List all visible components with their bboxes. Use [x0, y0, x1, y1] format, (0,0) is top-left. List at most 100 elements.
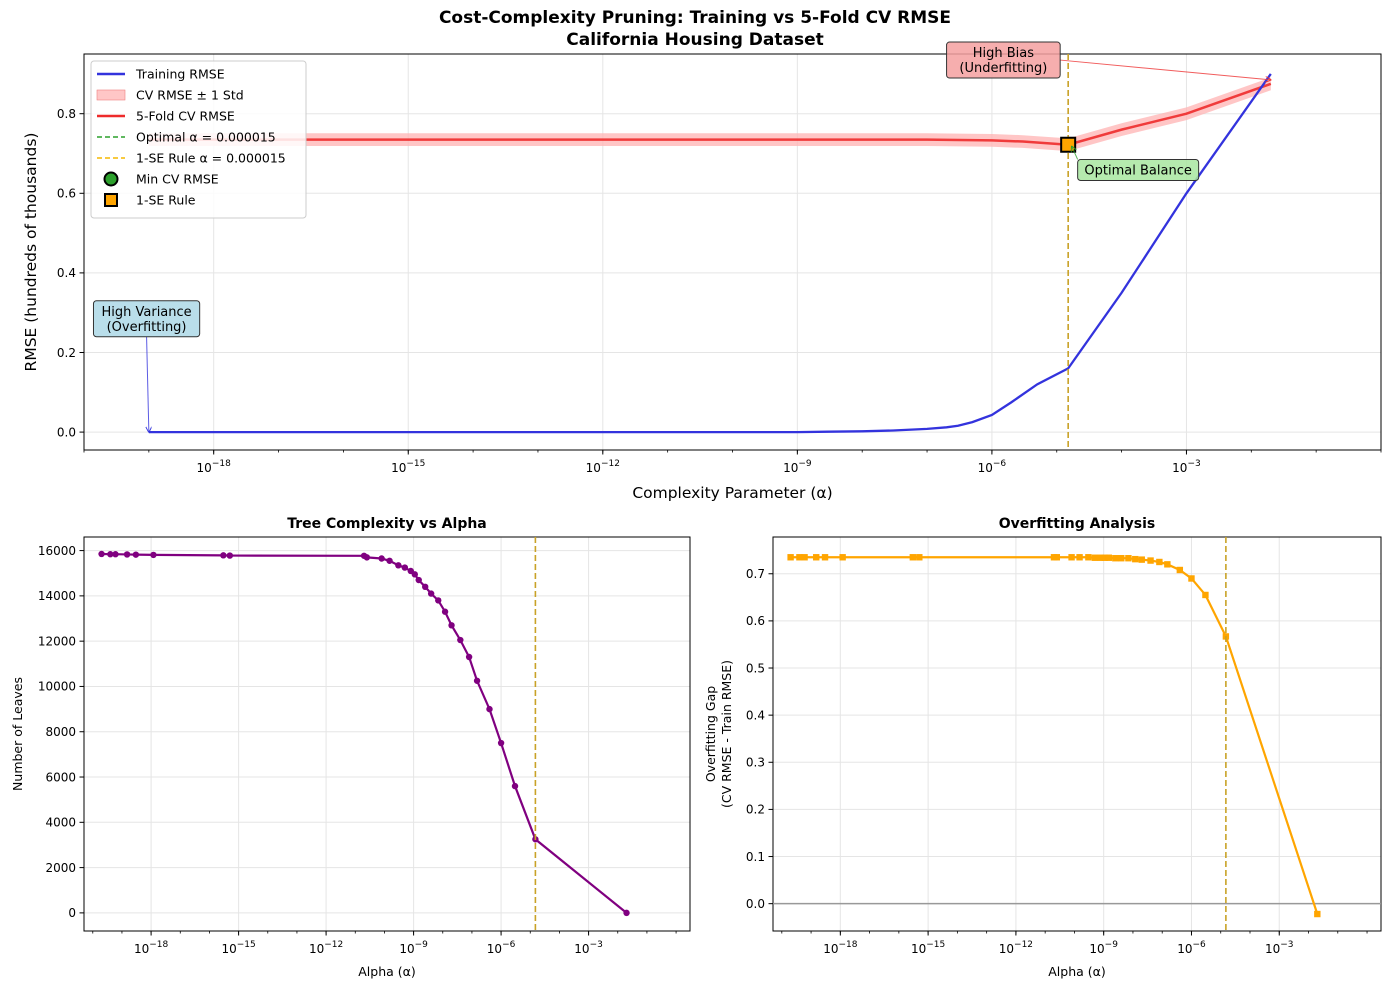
leaves-point — [363, 554, 371, 561]
gap-point — [1164, 561, 1171, 568]
leaves-point — [441, 608, 449, 615]
gap-point — [1132, 555, 1139, 563]
gap-point — [1053, 554, 1061, 561]
gap-point — [839, 554, 846, 561]
annotation-arrow — [1072, 146, 1079, 160]
legend-swatch-band — [96, 89, 126, 101]
x-tick-label: 10−15 — [391, 459, 425, 475]
y-axis-label: Overfitting Gap — [703, 686, 718, 782]
legend-swatch-circle — [103, 171, 119, 187]
chart-suptitle-line1: Cost-Complexity Pruning: Training vs 5-F… — [438, 8, 952, 28]
gap-point — [1097, 554, 1105, 561]
panel-tree-complexity: 10−18 10−15 10−12 10−9 10−6 10−3 0 2000 4000 6000… — [10, 516, 691, 979]
y-axis-label: Number of Leaves — [10, 677, 25, 791]
y-tick-label: 0.0 — [746, 897, 765, 911]
panel-overfitting-analysis: 10−18 10−15 10−12 10−9 10−6 10−3 0.0 0.1 0.2 0.3 0… — [703, 516, 1382, 979]
annotation-box — [1077, 158, 1200, 181]
leaves-point — [226, 552, 234, 559]
y-tick-label: 0.4 — [57, 266, 76, 280]
x-tick-label: 10−18 — [134, 940, 169, 956]
legend-label: Training RMSE — [135, 67, 225, 82]
cv-rmse-line — [148, 82, 1272, 147]
x-tick-label: 10−15 — [911, 940, 945, 956]
gap-point — [1112, 555, 1119, 562]
gap-point — [1068, 554, 1075, 561]
y-tick-label: 10000 — [38, 680, 76, 694]
legend-frame — [90, 60, 307, 219]
x-tick-label: 10−3 — [1265, 940, 1294, 956]
leaves-point — [98, 550, 105, 558]
gap-point — [1202, 591, 1209, 599]
leaves-point — [465, 653, 473, 661]
annotation-text: (Underfitting) — [959, 61, 1047, 76]
plot-area — [773, 554, 1381, 918]
leaves-point — [112, 551, 119, 558]
annotation-text: High Bias — [973, 46, 1035, 61]
leaves-point — [150, 551, 157, 559]
leaves-point — [395, 562, 402, 569]
gap-point — [1188, 575, 1195, 582]
legend-label: 5-Fold CV RMSE — [136, 109, 235, 124]
y-tick-label: 0.7 — [746, 567, 765, 581]
leaves-point — [411, 571, 419, 578]
y-tick-label: 0.3 — [746, 756, 765, 770]
leaves-point — [457, 636, 464, 644]
axes-frame — [83, 53, 1382, 451]
annotation-arrow — [1060, 59, 1271, 80]
x-tick-label: 10−9 — [1089, 940, 1118, 956]
annotation-text: (Overfitting) — [107, 320, 187, 335]
y-axis-label: RMSE (hundreds of thousands) — [22, 133, 40, 372]
annotation-arrow — [147, 336, 149, 432]
leaves-point — [511, 782, 519, 790]
y-tick-label: 0.8 — [57, 107, 76, 121]
y-tick-label: 4000 — [45, 816, 76, 830]
x-tick-label: 10−18 — [197, 459, 232, 475]
x-tick-label: 10−9 — [399, 940, 428, 956]
leaves-point — [473, 677, 481, 684]
x-axis-label: Alpha (α) — [1048, 964, 1106, 979]
y-tick-label: 0 — [68, 906, 76, 920]
leaves-point — [415, 576, 422, 584]
x-tick-label: 10−3 — [1172, 459, 1201, 475]
leaves-point — [401, 564, 409, 571]
legend-label: 1-SE Rule — [136, 193, 196, 208]
leaves-point — [386, 557, 393, 564]
leaves-point — [435, 597, 442, 604]
leaves-point — [497, 739, 505, 747]
x-tick-label: 10−9 — [783, 459, 812, 475]
y-tick-label: 0.5 — [746, 661, 765, 675]
legend-label: 1-SE Rule α = 0.000015 — [136, 151, 286, 166]
train-rmse-line — [148, 73, 1272, 434]
gap-point — [1091, 554, 1099, 561]
y-tick-label: 0.2 — [746, 803, 765, 817]
panel-title: Tree Complexity vs Alpha — [287, 516, 487, 532]
panel-rmse-vs-alpha: 10−18 10−15 10−12 10−9 10−6 10−3 0.0 0.2 0.4 0.6 0… — [22, 41, 1382, 502]
y-tick-label: 16000 — [38, 544, 76, 558]
leaves-point — [427, 590, 435, 597]
annotation-box — [92, 300, 201, 338]
x-tick-label: 10−12 — [309, 940, 343, 956]
annotation-text: High Variance — [101, 305, 191, 320]
legend-label: CV RMSE ± 1 Std — [136, 88, 244, 103]
gap-point — [1156, 558, 1163, 566]
leaves-point — [220, 552, 227, 559]
gap-point — [1125, 555, 1132, 562]
x-tick-label: 10−18 — [823, 940, 858, 956]
gap-point — [1147, 557, 1154, 564]
plot-area — [148, 73, 1272, 434]
gap-point — [787, 554, 794, 561]
gap-point — [1101, 554, 1109, 561]
gap-point — [909, 554, 917, 561]
leaves-point — [378, 555, 385, 562]
plot-area — [98, 550, 630, 917]
gap-point — [1105, 554, 1113, 561]
legend-label: Optimal α = 0.000015 — [136, 130, 276, 145]
x-tick-label: 10−12 — [586, 459, 620, 475]
gap-point — [916, 554, 923, 561]
x-tick-label: 10−6 — [978, 459, 1007, 475]
leaves-point — [623, 909, 630, 917]
chart-suptitle-line2: California Housing Dataset — [566, 30, 824, 50]
gap-point — [796, 554, 803, 561]
leaves-point — [448, 622, 455, 629]
